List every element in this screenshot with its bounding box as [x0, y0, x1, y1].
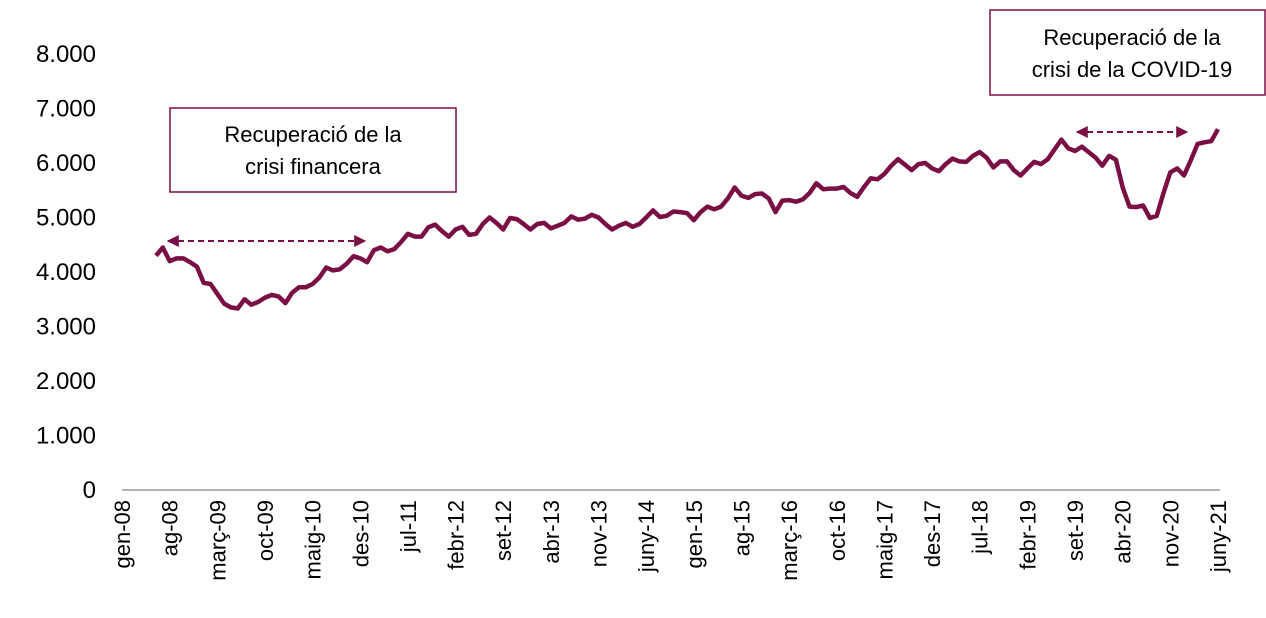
x-tick-label: set-12: [491, 500, 516, 561]
line: [154, 128, 1220, 311]
x-tick-label: abr-20: [1111, 500, 1136, 564]
x-tick-label: jul-11: [396, 500, 421, 553]
y-tick-label: 2.000: [36, 368, 96, 395]
x-tick-label: abr-13: [539, 500, 564, 564]
y-tick-label: 4.000: [36, 259, 96, 286]
x-tick-label: març-09: [205, 500, 230, 581]
x-tick-label: nov-20: [1158, 500, 1183, 567]
x-tick-label: oct-16: [825, 500, 850, 561]
annotation-text: crisi financera: [245, 154, 381, 179]
y-tick-label: 1.000: [36, 423, 96, 450]
annotation-text: Recuperació de la: [1043, 25, 1221, 50]
x-tick-label: oct-09: [253, 500, 278, 561]
x-tick-label: març-16: [777, 500, 802, 581]
x-tick-label: febr-12: [444, 500, 469, 570]
x-tick-label: des-10: [348, 500, 373, 567]
y-tick-label: 3.000: [36, 314, 96, 341]
annotation-text: Recuperació de la: [224, 122, 402, 147]
y-tick-label: 6.000: [36, 150, 96, 177]
x-tick-label: nov-13: [587, 500, 612, 567]
x-tick-label: gen-15: [682, 500, 707, 569]
x-tick-label: set-19: [1063, 500, 1088, 561]
x-tick-label: jul-18: [968, 500, 993, 555]
x-tick-label: des-17: [920, 500, 945, 567]
x-tick-label: juny-14: [634, 500, 659, 573]
x-tick-label: gen-08: [110, 500, 135, 569]
y-tick-label: 8.000: [36, 41, 96, 68]
x-tick-label: maig-17: [872, 500, 897, 579]
y-tick-label: 0: [83, 477, 96, 504]
x-tick-label: maig-10: [301, 500, 326, 579]
annotation-box: [989, 9, 1266, 96]
y-tick-label: 5.000: [36, 205, 96, 232]
x-tick-label: ag-08: [158, 500, 183, 556]
x-tick-label: juny-21: [1206, 500, 1231, 573]
x-tick-label: febr-19: [1015, 500, 1040, 570]
annotation-text: crisi de la COVID-19: [1032, 57, 1233, 82]
annotation-box: [169, 107, 457, 193]
x-tick-label: ag-15: [729, 500, 754, 556]
y-tick-label: 7.000: [36, 96, 96, 123]
